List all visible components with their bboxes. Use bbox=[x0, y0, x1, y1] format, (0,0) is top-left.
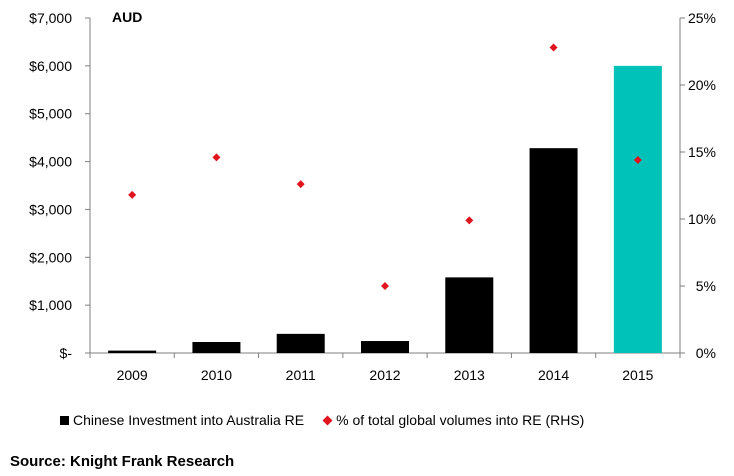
x-tick-labels: 2009 2010 2011 2012 2013 2014 2015 bbox=[117, 367, 654, 383]
legend-bar-label: Chinese Investment into Australia RE bbox=[73, 412, 305, 428]
point-2013 bbox=[465, 216, 474, 225]
left-tick-label: $1,000 bbox=[29, 297, 72, 313]
bars bbox=[108, 65, 662, 353]
points bbox=[128, 43, 642, 290]
bar-2015 bbox=[613, 65, 662, 353]
right-tick-label: 0% bbox=[696, 345, 716, 361]
x-tick-label: 2009 bbox=[117, 367, 148, 383]
bar-2012 bbox=[361, 341, 409, 353]
legend-item-dot: % of total global volumes into RE (RHS) bbox=[322, 412, 584, 428]
x-tick-label: 2014 bbox=[538, 367, 569, 383]
legend-dot-label: % of total global volumes into RE (RHS) bbox=[336, 412, 585, 428]
left-tick-label: $- bbox=[60, 345, 73, 361]
legend-bar-swatch bbox=[60, 415, 69, 425]
left-y-tick-labels: $- $1,000 $2,000 $3,000 $4,000 $5,000 $6,000 $7… bbox=[29, 10, 72, 361]
x-tick-label: 2015 bbox=[622, 367, 653, 383]
right-tick-label: 5% bbox=[696, 278, 716, 294]
bar-2009 bbox=[108, 350, 157, 353]
left-tick-label: $2,000 bbox=[29, 249, 72, 265]
point-2009 bbox=[128, 190, 137, 199]
right-tick-label: 10% bbox=[688, 211, 716, 227]
bar-2014 bbox=[529, 148, 578, 353]
left-tick-label: $6,000 bbox=[29, 58, 72, 74]
unit-label: AUD bbox=[112, 9, 143, 25]
right-tick-label: 15% bbox=[688, 144, 716, 160]
point-2014 bbox=[549, 43, 558, 52]
bar-2011 bbox=[276, 333, 325, 353]
legend-dot-swatch bbox=[322, 415, 333, 425]
legend: Chinese Investment into Australia RE % o… bbox=[60, 412, 602, 428]
bar-2013 bbox=[445, 277, 494, 353]
x-tick-label: 2011 bbox=[286, 367, 316, 383]
bar-2010 bbox=[192, 341, 241, 353]
point-2011 bbox=[296, 180, 305, 189]
x-tick-label: 2010 bbox=[201, 367, 232, 383]
right-tick-label: 20% bbox=[688, 77, 716, 93]
left-tick-label: $5,000 bbox=[29, 106, 72, 122]
source-note: Source: Knight Frank Research bbox=[10, 453, 235, 470]
point-2012 bbox=[381, 282, 389, 290]
left-tick-label: $7,000 bbox=[29, 10, 72, 26]
right-tick-label: 25% bbox=[688, 10, 716, 26]
left-tick-label: $3,000 bbox=[29, 201, 72, 217]
axes bbox=[85, 17, 685, 358]
point-2010 bbox=[212, 153, 221, 162]
legend-item-bar: Chinese Investment into Australia RE bbox=[60, 412, 304, 428]
left-tick-label: $4,000 bbox=[29, 154, 72, 170]
point-2015 bbox=[633, 156, 642, 165]
x-tick-label: 2012 bbox=[369, 367, 400, 383]
x-tick-label: 2013 bbox=[454, 367, 485, 383]
right-y-tick-labels: 0% 5% 10% 15% 20% 25% bbox=[688, 10, 716, 361]
